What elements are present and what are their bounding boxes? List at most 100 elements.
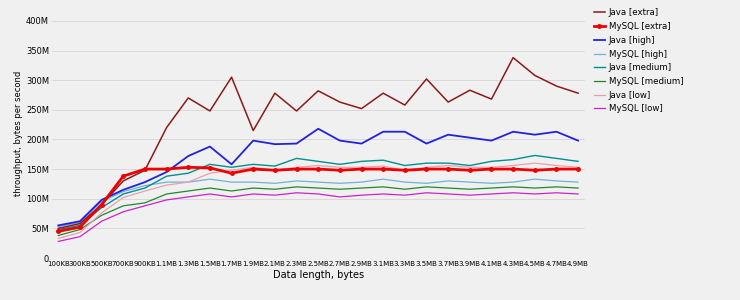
Java [low] xyxy=(249,166,258,169)
MySQL [extra] xyxy=(227,171,236,175)
MySQL [low] xyxy=(552,191,561,195)
MySQL [medium] xyxy=(162,192,171,196)
Java [extra] xyxy=(119,179,128,183)
Java [low] xyxy=(335,166,344,169)
Java [high] xyxy=(465,136,474,140)
Java [medium] xyxy=(141,186,149,190)
Legend: Java [extra], MySQL [extra], Java [high], MySQL [high], Java [medium], MySQL [me: Java [extra], MySQL [extra], Java [high]… xyxy=(594,8,684,113)
MySQL [medium] xyxy=(531,186,539,190)
Java [medium] xyxy=(206,163,215,166)
MySQL [low] xyxy=(227,195,236,199)
MySQL [low] xyxy=(75,235,84,238)
MySQL [medium] xyxy=(487,186,496,190)
Java [low] xyxy=(206,171,215,175)
Java [extra] xyxy=(422,77,431,81)
Java [medium] xyxy=(574,160,582,163)
MySQL [extra] xyxy=(574,167,582,171)
MySQL [extra] xyxy=(335,169,344,172)
MySQL [medium] xyxy=(335,188,344,191)
Line: Java [high]: Java [high] xyxy=(58,129,578,225)
MySQL [medium] xyxy=(465,188,474,191)
MySQL [extra] xyxy=(465,169,474,172)
MySQL [extra] xyxy=(552,167,561,171)
MySQL [low] xyxy=(400,194,409,197)
Java [low] xyxy=(97,211,106,215)
MySQL [extra] xyxy=(54,230,63,233)
Java [medium] xyxy=(531,154,539,157)
MySQL [medium] xyxy=(206,186,215,190)
Y-axis label: throughput, bytes per second: throughput, bytes per second xyxy=(14,71,23,196)
MySQL [medium] xyxy=(184,189,192,193)
MySQL [high] xyxy=(465,180,474,184)
MySQL [high] xyxy=(574,180,582,184)
MySQL [medium] xyxy=(574,186,582,190)
Java [high] xyxy=(552,130,561,134)
MySQL [high] xyxy=(487,182,496,185)
Line: Java [low]: Java [low] xyxy=(58,163,578,238)
MySQL [high] xyxy=(270,182,279,185)
Java [extra] xyxy=(184,96,192,100)
Java [low] xyxy=(444,164,453,167)
Java [medium] xyxy=(335,163,344,166)
MySQL [high] xyxy=(119,190,128,194)
MySQL [extra] xyxy=(141,167,149,171)
MySQL [medium] xyxy=(75,228,84,231)
MySQL [low] xyxy=(162,198,171,202)
Java [low] xyxy=(508,164,517,167)
MySQL [medium] xyxy=(292,185,301,189)
Java [high] xyxy=(487,139,496,142)
MySQL [low] xyxy=(444,192,453,196)
MySQL [extra] xyxy=(357,167,366,171)
Java [medium] xyxy=(400,164,409,167)
Java [high] xyxy=(531,133,539,136)
Java [extra] xyxy=(444,100,453,104)
MySQL [medium] xyxy=(422,185,431,189)
Java [high] xyxy=(508,130,517,134)
Java [low] xyxy=(162,183,171,187)
Java [high] xyxy=(357,142,366,146)
MySQL [medium] xyxy=(444,186,453,190)
MySQL [extra] xyxy=(400,169,409,172)
MySQL [low] xyxy=(422,191,431,195)
MySQL [medium] xyxy=(270,188,279,191)
Java [medium] xyxy=(97,206,106,209)
Java [extra] xyxy=(75,222,84,225)
Java [medium] xyxy=(444,161,453,165)
Java [low] xyxy=(400,169,409,172)
Java [low] xyxy=(292,166,301,169)
MySQL [high] xyxy=(54,225,63,228)
MySQL [low] xyxy=(508,191,517,195)
X-axis label: Data length, bytes: Data length, bytes xyxy=(272,270,364,280)
MySQL [low] xyxy=(184,195,192,199)
MySQL [low] xyxy=(465,194,474,197)
Java [high] xyxy=(227,163,236,166)
MySQL [extra] xyxy=(162,167,171,171)
MySQL [extra] xyxy=(314,167,323,171)
Java [medium] xyxy=(379,158,388,162)
Java [medium] xyxy=(75,224,84,227)
Java [low] xyxy=(270,169,279,172)
Java [high] xyxy=(141,180,149,184)
Java [extra] xyxy=(531,74,539,77)
Java [low] xyxy=(531,161,539,165)
Java [low] xyxy=(379,164,388,168)
MySQL [low] xyxy=(141,204,149,208)
Java [extra] xyxy=(270,92,279,95)
Java [medium] xyxy=(552,157,561,160)
MySQL [high] xyxy=(552,179,561,183)
MySQL [high] xyxy=(292,179,301,183)
Java [high] xyxy=(162,170,171,174)
Java [extra] xyxy=(206,109,215,113)
MySQL [low] xyxy=(54,240,63,243)
Line: MySQL [medium]: MySQL [medium] xyxy=(58,187,578,236)
MySQL [high] xyxy=(422,182,431,185)
MySQL [medium] xyxy=(379,185,388,189)
MySQL [medium] xyxy=(227,189,236,193)
Java [extra] xyxy=(314,89,323,93)
Java [high] xyxy=(270,142,279,146)
MySQL [low] xyxy=(119,210,128,214)
Java [low] xyxy=(141,189,149,193)
MySQL [high] xyxy=(141,184,149,188)
Java [high] xyxy=(184,154,192,158)
MySQL [extra] xyxy=(184,166,192,169)
